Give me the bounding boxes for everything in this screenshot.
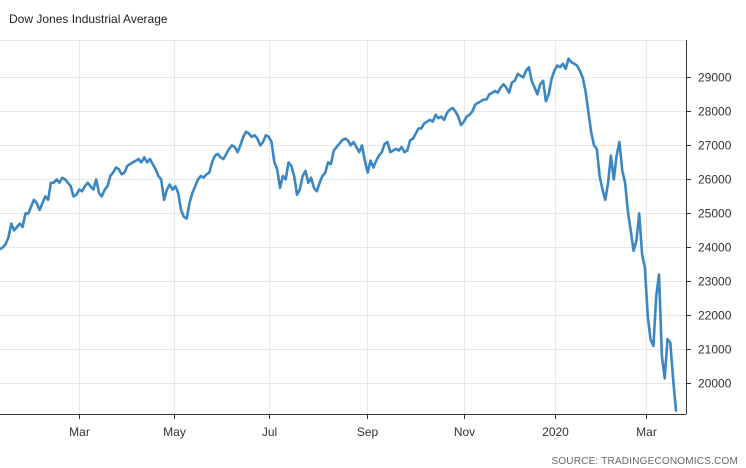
source-label: SOURCE: TRADINGECONOMICS.COM — [551, 456, 738, 467]
y-tick-label: 26000 — [698, 173, 732, 187]
chart-title: Dow Jones Industrial Average — [9, 12, 168, 26]
y-tick-label: 29000 — [698, 71, 732, 85]
y-tick-label: 28000 — [698, 105, 732, 119]
x-tick-label: Mar — [636, 425, 657, 439]
y-ticks: 20000 21000 22000 23000 24000 25000 26000 27000… — [686, 71, 732, 391]
x-tick-label: Mar — [69, 425, 90, 439]
x-tick-label: Sep — [357, 425, 379, 439]
x-tick-label: Nov — [454, 425, 475, 439]
x-tick-label: May — [163, 425, 186, 439]
x-ticks: Mar May Jul Sep Nov 2020 Mar — [69, 414, 657, 439]
x-tick-label: Jul — [262, 425, 277, 439]
y-tick-label: 21000 — [698, 343, 732, 357]
y-tick-label: 23000 — [698, 275, 732, 289]
y-tick-label: 25000 — [698, 207, 732, 221]
x-tick-label: 2020 — [542, 425, 569, 439]
y-tick-label: 27000 — [698, 139, 732, 153]
y-tick-label: 20000 — [698, 377, 732, 391]
series-line — [0, 57, 678, 412]
y-tick-label: 22000 — [698, 309, 732, 323]
y-tick-label: 24000 — [698, 241, 732, 255]
grid-layer — [0, 40, 686, 414]
